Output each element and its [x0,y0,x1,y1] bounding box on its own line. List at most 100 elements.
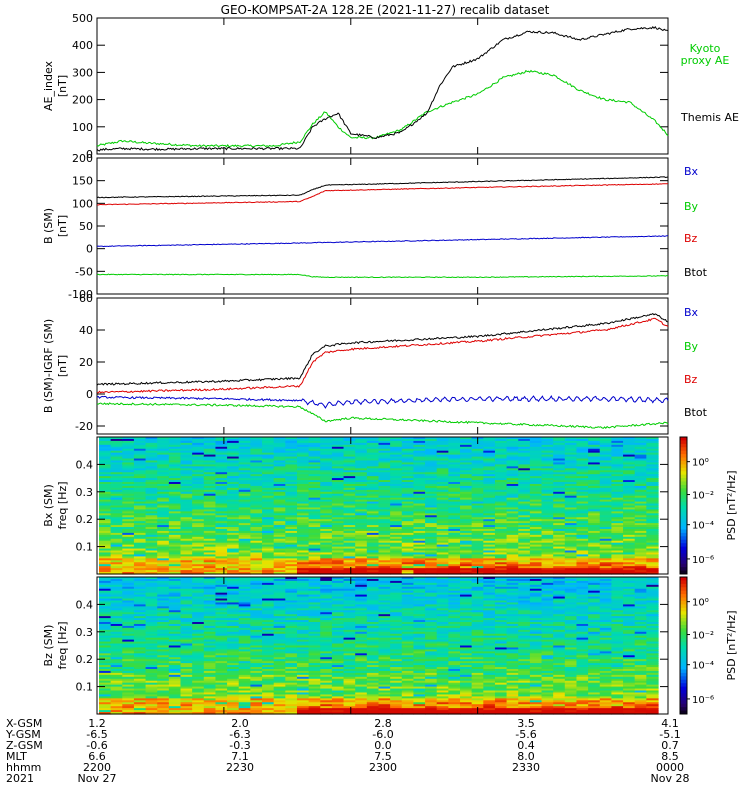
spectrogram-cell [308,684,321,688]
spectrogram-cell [273,641,286,645]
spectrogram-cell [320,470,333,473]
spectrogram-cell [157,602,170,605]
spectrogram-cell [320,602,333,605]
spectrogram-cell [99,505,112,509]
spectrogram-cell [401,521,415,524]
spectrogram-cell [343,554,356,557]
spectrogram-cell [180,674,193,678]
spectrogram-cell [506,466,519,469]
spectrogram-cell [157,625,170,629]
spectrogram-cell [320,513,333,516]
spectrogram-cell [145,499,158,503]
spectrogram-cell [471,548,484,552]
spectrogram-cell [634,466,647,469]
spectrogram-cell [646,472,659,475]
spectrogram-cell [133,525,147,528]
spectrogram-cell [273,493,286,497]
spectrogram-cell [203,525,217,528]
spectrogram-cell [378,560,391,563]
spectrogram-cell [296,509,310,512]
spectrogram-cell [145,572,158,575]
spectrogram-cell [436,521,449,524]
spectrogram-cell [366,476,380,479]
spectrogram-cell [366,444,380,448]
spectrogram-cell [541,572,554,575]
spectrogram-cell [623,485,636,489]
spectrogram-cell [145,560,158,563]
spectrogram-cell [401,550,415,554]
spectrogram-cell [506,552,519,556]
spectrogram-cell [366,513,380,516]
spectrogram-cell [99,538,112,542]
spectrogram-cell [564,550,578,554]
spectrogram-cell [518,464,531,467]
spectrogram-cell [634,487,647,491]
spectrogram-cell [623,501,636,505]
spectrogram-cell [157,704,170,707]
spectrogram-cell [273,610,286,613]
spectrogram-cell [203,527,217,530]
spectrogram-cell [588,438,601,442]
spectrogram-cell [623,542,636,546]
spectrogram-cell [355,482,368,485]
spectrogram-cell [133,536,147,540]
spectrogram-cell [262,530,275,534]
spectrogram-cell [296,676,310,680]
spectrogram-cell [110,590,123,594]
spectrogram-cell [227,480,240,483]
spectrogram-cell [285,582,298,586]
spectrogram-cell [227,572,240,575]
spectrogram-cell [541,474,554,477]
spectrogram-cell [99,672,112,676]
spectrogram-cell [390,556,403,559]
spectrogram-cell [285,542,298,546]
spectrogram-cell [262,604,275,607]
spectrogram-cell [296,552,310,556]
spectrogram-cell [285,472,298,475]
spectrogram-cell [122,653,135,656]
spectrogram-cell [331,625,345,629]
spectrogram-cell [308,444,321,448]
spectrogram-cell [133,582,147,586]
spectrogram-cell [343,454,356,458]
spectrogram-cell [320,450,333,454]
spectrogram-cell [145,598,158,602]
spectrogram-cell [483,440,496,444]
spectrogram-cell [471,546,484,550]
spectrogram-cell [285,641,298,645]
spectrogram-cell [390,525,403,528]
spectrogram-cell [436,544,449,548]
spectrogram-cell [506,491,519,495]
spectrogram-cell [262,631,275,635]
spectrogram-cell [599,528,613,532]
spectrogram-cell [471,556,484,559]
spectrogram-cell [122,584,135,588]
spectrogram-cell [238,610,251,613]
spectrogram-cell [506,562,519,565]
spectrogram-cell [460,440,473,444]
spectrogram-cell [320,464,333,467]
spectrogram-cell [436,482,449,485]
spectrogram-cell [460,485,473,489]
spectrogram-cell [611,517,624,520]
spectrogram-cell [355,566,368,569]
spectrogram-cell [215,482,228,485]
spectrogram-cell [168,570,182,573]
spectrogram-cell [203,702,217,705]
spectrogram-cell [122,480,135,483]
spectrogram-cell [238,572,251,575]
spectrogram-cell [320,584,333,588]
spectrogram-cell [483,570,496,573]
spectrogram-cell [157,554,170,557]
spectrogram-cell [250,606,263,609]
spectrogram-cell [273,437,286,440]
spectrogram-cell [157,517,170,520]
spectrogram-cell [133,698,147,701]
spectrogram-cell [180,521,193,524]
spectrogram-cell [99,523,112,526]
spectrogram-cell [262,528,275,532]
spectrogram-cell [494,564,508,567]
spectrogram-cell [145,708,158,711]
spectrogram-cell [180,676,193,680]
spectrogram-cell [110,528,123,532]
